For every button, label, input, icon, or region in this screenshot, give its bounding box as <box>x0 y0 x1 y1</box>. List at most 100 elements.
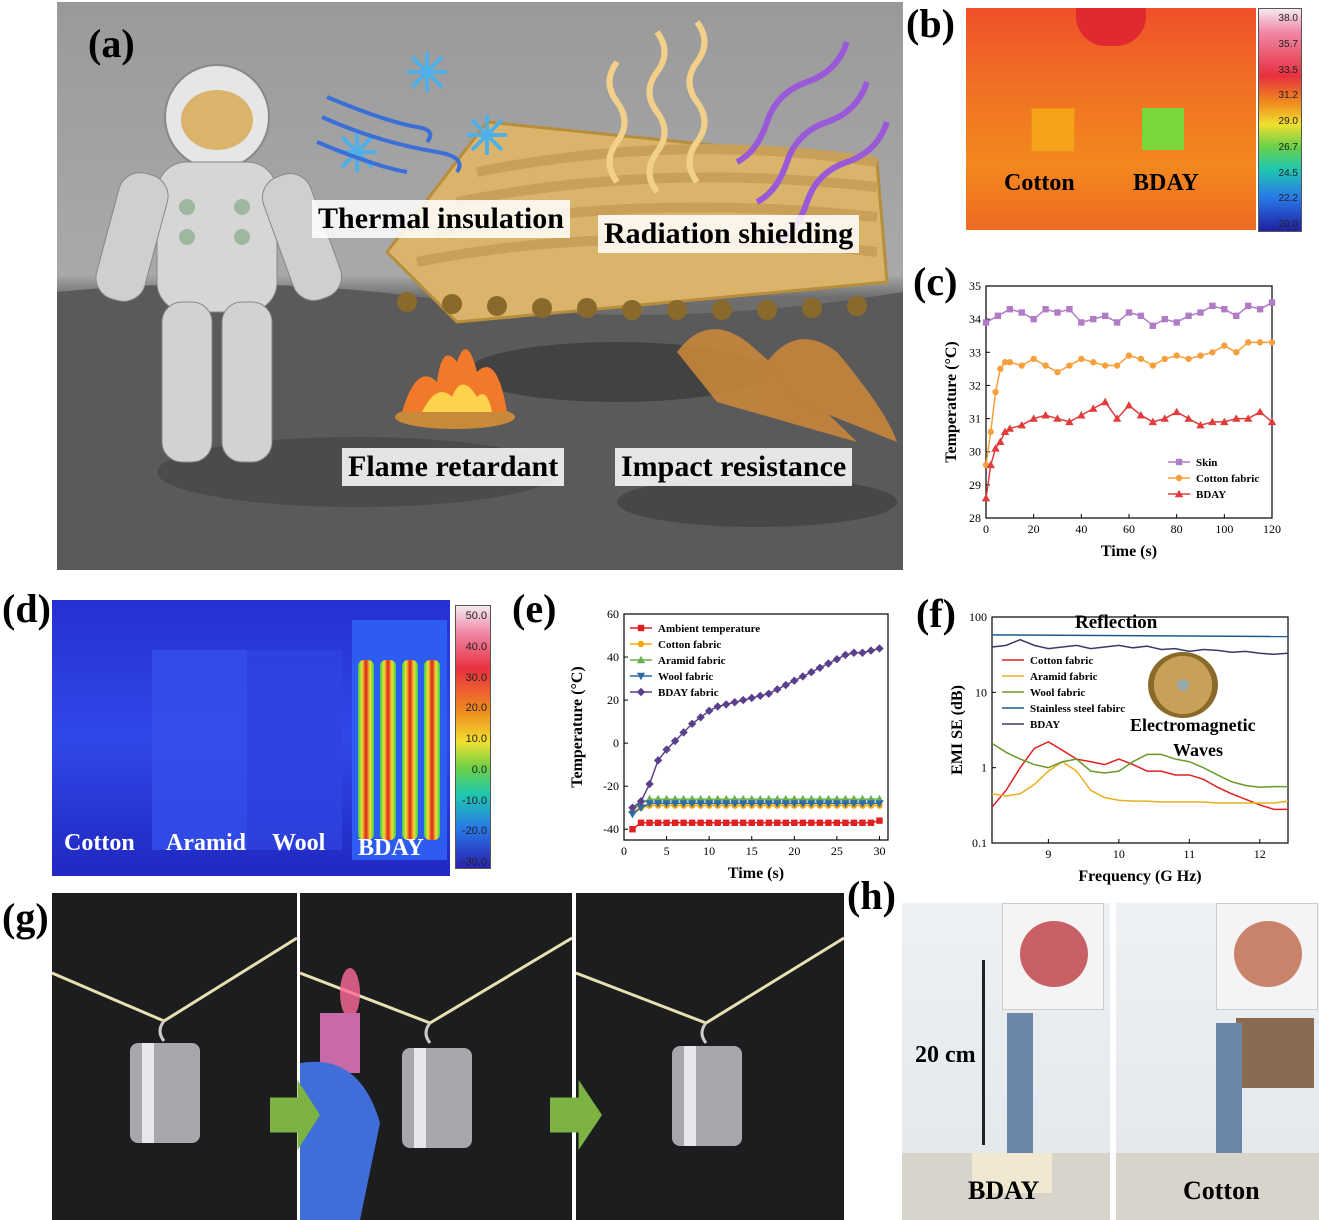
data-point <box>1220 417 1229 426</box>
panel-b-label: (b) <box>906 1 955 46</box>
data-point <box>781 680 791 690</box>
data-point <box>1197 352 1204 359</box>
data-point <box>987 428 994 436</box>
data-point <box>1221 306 1228 313</box>
data-point <box>704 800 714 808</box>
sample-label-cotton: Cotton <box>64 830 135 856</box>
data-point <box>876 817 883 824</box>
colorbar-tick-label: 31.2 <box>1278 90 1298 102</box>
x-tick-label: 40 <box>1075 522 1087 536</box>
x-tick-label: 60 <box>1123 522 1135 536</box>
data-point <box>866 800 876 808</box>
data-point <box>791 819 798 826</box>
y-tick-label: 40 <box>607 650 619 664</box>
data-point <box>688 819 696 826</box>
sample-label-aramid: Aramid <box>166 830 246 856</box>
x-tick-label: 0 <box>983 522 989 536</box>
data-point <box>1053 414 1062 422</box>
data-point <box>705 819 713 826</box>
colorbar-tick-label: 40.0 <box>465 640 487 653</box>
y-axis-label: Temperature (°C) <box>569 666 586 787</box>
colorbar-tick-label: 22.2 <box>1278 193 1298 205</box>
data-point <box>808 819 815 826</box>
astronaut-figure <box>95 64 343 463</box>
data-point <box>875 644 884 653</box>
data-point <box>1243 414 1253 422</box>
data-point <box>1113 319 1121 326</box>
data-point <box>774 819 781 826</box>
legend-entry: Cotton fabric <box>658 639 721 651</box>
data-point <box>1185 355 1192 363</box>
x-tick-label: 80 <box>1171 522 1183 536</box>
legend-entry: BDAY fabric <box>658 687 719 699</box>
data-point <box>637 819 645 826</box>
sample-label-wool: Wool <box>272 830 326 856</box>
data-point <box>997 365 1004 373</box>
data-point <box>1233 312 1240 320</box>
fire-icon <box>395 349 515 429</box>
panel-a-illustration <box>57 2 903 570</box>
data-point <box>1173 352 1180 359</box>
y-tick-label: 1 <box>981 761 987 775</box>
data-point <box>867 819 875 826</box>
data-point <box>636 804 646 812</box>
colorbar-tick-label: 20.0 <box>1278 219 1298 230</box>
data-point <box>1148 417 1158 426</box>
x-axis-label: Frequency (G Hz) <box>1078 868 1201 885</box>
data-point <box>832 800 842 808</box>
data-point <box>1042 306 1049 313</box>
data-point <box>765 819 772 826</box>
x-tick-label: 30 <box>873 844 885 858</box>
data-point <box>992 388 999 396</box>
series-bday <box>981 397 1277 502</box>
data-point <box>1137 312 1145 320</box>
series-cotton-fabric <box>991 741 1288 811</box>
data-point <box>1149 322 1157 329</box>
data-point <box>859 819 866 826</box>
data-point <box>1232 414 1241 422</box>
y-tick-label: 32 <box>969 378 981 392</box>
data-point <box>824 800 833 808</box>
cotton-patch <box>1031 108 1075 152</box>
data-point <box>849 800 859 808</box>
data-point <box>1255 407 1265 416</box>
impact-projectile-icon <box>677 329 897 442</box>
data-point <box>1100 397 1110 406</box>
y-tick-label: 0 <box>613 736 619 750</box>
data-point <box>849 648 859 657</box>
data-point <box>713 702 722 711</box>
y-tick-label: 60 <box>607 607 619 621</box>
data-point <box>994 312 1002 320</box>
data-point <box>1244 339 1252 346</box>
x-tick-label: 100 <box>1215 522 1233 536</box>
data-point <box>1267 417 1277 426</box>
data-point <box>1161 315 1168 323</box>
data-point <box>1006 359 1014 366</box>
data-point <box>1185 312 1192 320</box>
colorbar-tick-label: 20.0 <box>465 702 487 715</box>
data-point <box>798 800 808 808</box>
series-bday <box>991 638 1289 656</box>
data-point <box>722 819 730 826</box>
data-point <box>687 800 697 808</box>
colorbar-tick-label: 29.0 <box>1278 116 1298 127</box>
data-point <box>773 685 782 694</box>
y-tick-label: 33 <box>969 345 981 359</box>
colorbar-tick-label: 0.0 <box>471 763 487 776</box>
y-tick-label: -20 <box>603 779 619 793</box>
data-point <box>653 800 663 808</box>
y-tick-label: -40 <box>603 822 619 836</box>
data-point <box>1209 302 1216 310</box>
data-point <box>764 800 773 808</box>
data-point <box>1175 474 1183 482</box>
legend-entry: Wool fabric <box>1030 687 1085 699</box>
data-point <box>654 819 662 826</box>
data-point <box>982 319 990 326</box>
x-axis-label: Time (s) <box>728 865 784 882</box>
data-point <box>1042 362 1049 369</box>
x-tick-label: 10 <box>703 844 715 858</box>
data-point <box>696 800 705 808</box>
data-point <box>1054 309 1061 316</box>
data-point <box>679 728 688 737</box>
series-wool-fabric <box>628 800 884 819</box>
